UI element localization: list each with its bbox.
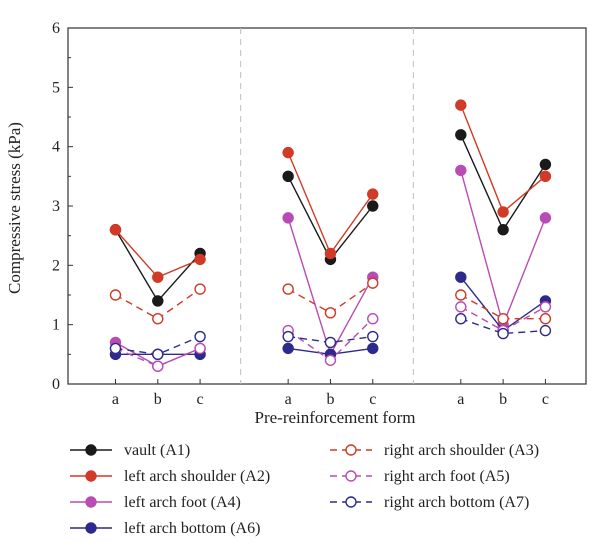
data-point	[195, 254, 205, 264]
data-point	[540, 326, 550, 336]
legend-item: left arch shoulder (A2)	[70, 468, 270, 485]
data-point	[195, 343, 205, 353]
data-point	[325, 337, 335, 347]
data-point	[110, 225, 120, 235]
legend-marker	[346, 497, 356, 507]
data-point	[153, 296, 163, 306]
legend-item: left arch bottom (A6)	[70, 520, 260, 537]
legend-marker	[86, 497, 96, 507]
legend-item: right arch foot (A5)	[330, 468, 510, 485]
series-layer	[110, 100, 550, 371]
chart: 0 1 2 3 4 5 6 a b c a b c a b c Compressive stress (kP…	[0, 0, 600, 557]
data-point	[456, 314, 466, 324]
series-vault-a1	[110, 130, 550, 306]
panel-separators	[241, 28, 414, 384]
data-point	[283, 213, 293, 223]
x-tick-label: c	[369, 391, 376, 408]
data-point	[368, 189, 378, 199]
data-point	[195, 284, 205, 294]
data-point	[195, 332, 205, 342]
data-point	[540, 159, 550, 169]
series-line	[115, 230, 200, 277]
series-line	[288, 218, 373, 354]
series-line	[288, 176, 373, 259]
legend-marker	[346, 445, 356, 455]
series-line	[461, 105, 546, 212]
data-point	[456, 100, 466, 110]
data-point	[153, 314, 163, 324]
x-tick-label: a	[285, 391, 292, 408]
data-point	[498, 314, 508, 324]
data-point	[368, 278, 378, 288]
legend-label: left arch shoulder (A2)	[124, 468, 270, 485]
x-tick-label: c	[197, 391, 204, 408]
data-point	[283, 284, 293, 294]
data-point	[368, 332, 378, 342]
data-point	[456, 302, 466, 312]
legend-label: left arch bottom (A6)	[124, 520, 260, 537]
y-tick-label: 6	[52, 20, 60, 37]
data-point	[456, 272, 466, 282]
data-point	[153, 272, 163, 282]
x-tick-label: c	[542, 391, 549, 408]
legend-marker	[86, 471, 96, 481]
x-axis-title: Pre-reinforcement form	[255, 408, 416, 427]
legend-marker	[346, 471, 356, 481]
legend-item: right arch shoulder (A3)	[330, 442, 539, 459]
legend-marker	[86, 445, 96, 455]
data-point	[498, 207, 508, 217]
legend-label: vault (A1)	[124, 442, 190, 459]
data-point	[368, 201, 378, 211]
data-point	[283, 148, 293, 158]
data-point	[283, 343, 293, 353]
data-point	[456, 290, 466, 300]
data-point	[325, 248, 335, 258]
x-tick-label: b	[499, 391, 507, 408]
x-tick-label: a	[457, 391, 464, 408]
y-tick-label: 0	[52, 376, 60, 393]
data-point	[456, 130, 466, 140]
legend-item: right arch bottom (A7)	[330, 494, 529, 511]
data-point	[110, 290, 120, 300]
data-point	[498, 225, 508, 235]
y-tick-label: 5	[52, 79, 60, 96]
data-point	[456, 165, 466, 175]
legend-label: right arch shoulder (A3)	[384, 442, 539, 459]
legend-label: left arch foot (A4)	[124, 494, 241, 511]
data-point	[325, 308, 335, 318]
legend-label: right arch bottom (A7)	[384, 494, 529, 511]
data-point	[368, 343, 378, 353]
legend-item: left arch foot (A4)	[70, 494, 241, 511]
y-tick-label: 4	[52, 139, 60, 156]
x-tick-label: b	[326, 391, 334, 408]
data-point	[283, 332, 293, 342]
y-tick-label: 2	[52, 257, 60, 274]
data-point	[368, 314, 378, 324]
legend-item: vault (A1)	[70, 442, 190, 459]
series-right-arch-shoulder-a3	[110, 278, 550, 324]
series-line	[288, 153, 373, 254]
legend-label: right arch foot (A5)	[384, 468, 510, 485]
data-point	[153, 361, 163, 371]
data-point	[540, 314, 550, 324]
x-tick-label: a	[112, 391, 119, 408]
data-point	[498, 329, 508, 339]
y-axis: 0 1 2 3 4 5 6	[52, 20, 73, 393]
data-point	[540, 171, 550, 181]
legend-marker	[86, 523, 96, 533]
x-tick-label: b	[154, 391, 162, 408]
data-point	[283, 171, 293, 181]
y-axis-title: Compressive stress (kPa)	[5, 122, 24, 294]
y-tick-label: 1	[52, 317, 60, 334]
data-point	[110, 343, 120, 353]
y-tick-label: 3	[52, 198, 60, 215]
data-point	[540, 213, 550, 223]
legend: vault (A1) right arch shoulder (A3) left a…	[70, 442, 539, 537]
data-point	[153, 349, 163, 359]
data-point	[540, 302, 550, 312]
data-point	[325, 355, 335, 365]
